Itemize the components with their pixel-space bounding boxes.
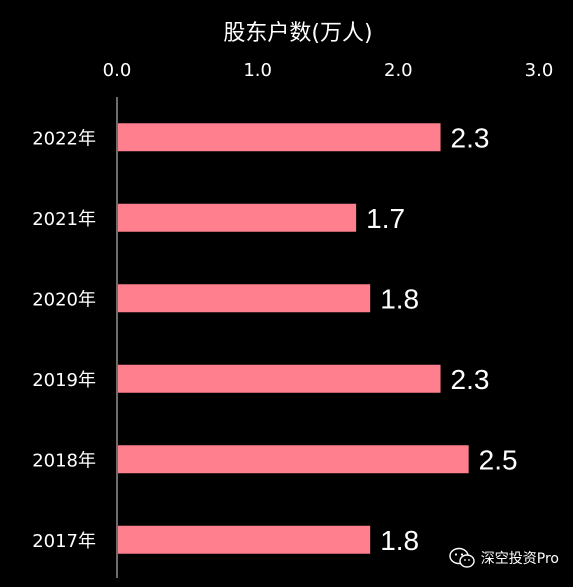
- data-label: 1.7: [366, 203, 405, 234]
- data-label: 2.5: [479, 444, 518, 475]
- bar: [118, 445, 469, 474]
- category-label: 2018年: [32, 450, 96, 471]
- watermark: 深空投资Pro: [449, 547, 559, 569]
- bar: [118, 284, 371, 313]
- data-label: 1.8: [380, 525, 419, 556]
- x-tick-label: 0.0: [103, 60, 132, 81]
- x-axis-ticks: 0.0 1.0 2.0 3.0: [103, 60, 554, 81]
- x-tick-label: 1.0: [243, 60, 272, 81]
- data-label: 1.8: [380, 283, 419, 314]
- bar: [118, 364, 441, 393]
- data-label: 2.3: [451, 364, 490, 395]
- wechat-icon: [449, 547, 475, 568]
- chart-title: 股东户数(万人): [223, 21, 372, 46]
- category-label: 2022年: [32, 128, 96, 149]
- category-label: 2020年: [32, 289, 96, 310]
- x-tick-label: 3.0: [525, 60, 554, 81]
- bar: [118, 525, 371, 554]
- x-tick-label: 2.0: [384, 60, 413, 81]
- bar: [118, 123, 441, 152]
- bars: 2022年 2.3 2021年 1.7 2020年 1.8 2019年 2.3 2018年 2.5…: [32, 122, 517, 556]
- data-label: 2.3: [451, 122, 490, 153]
- category-label: 2017年: [32, 531, 96, 552]
- category-label: 2021年: [32, 209, 96, 230]
- bar: [118, 203, 357, 232]
- watermark-text: 深空投资Pro: [480, 551, 559, 567]
- category-label: 2019年: [32, 370, 96, 391]
